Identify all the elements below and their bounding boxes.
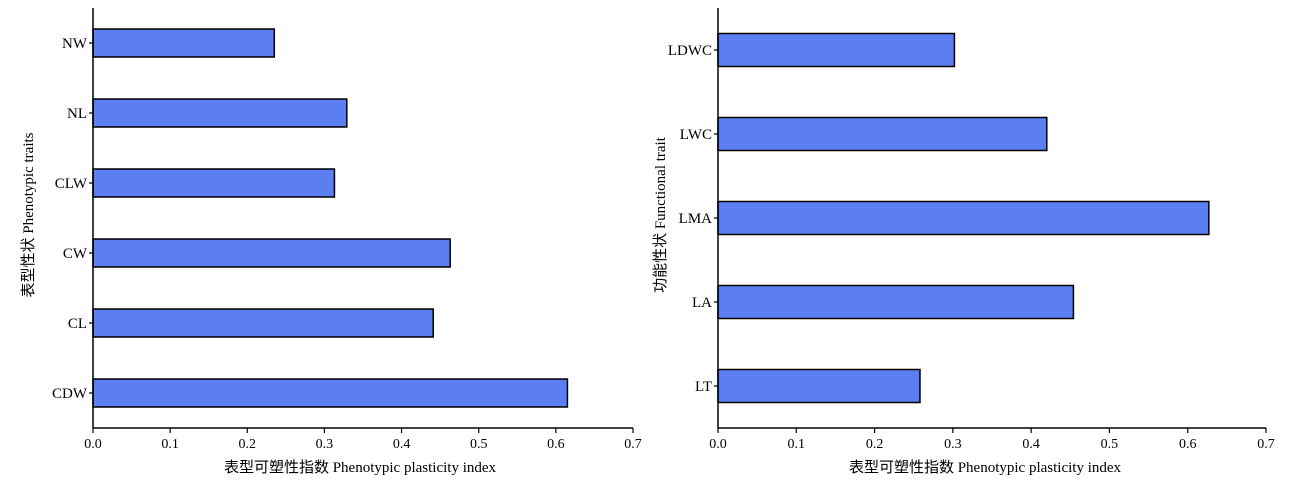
category-label-CL: CL xyxy=(68,316,87,332)
x-axis-title: 表型可塑性指数 Phenotypic plasticity index xyxy=(224,459,497,476)
x-tick-label: 0.2 xyxy=(866,437,884,452)
x-tick-label: 0.5 xyxy=(1101,437,1119,452)
category-label-LT: LT xyxy=(695,379,712,395)
category-label-LA: LA xyxy=(692,295,712,311)
chart-panel-2: LDWC LWC LMA LA LT 0.0 0.1 0.2 0.3 0.4 0.5 0.6 0.7 表型… xyxy=(652,8,1275,476)
x-tick-label: 0.7 xyxy=(624,437,642,452)
x-tick-label: 0.4 xyxy=(393,437,411,452)
bar-LMA xyxy=(717,200,1210,236)
category-label-NL: NL xyxy=(67,106,87,122)
bar-CL xyxy=(92,308,434,338)
x-tick-label: 0.0 xyxy=(84,437,102,452)
bar-CDW xyxy=(92,378,569,408)
y-axis-title: 功能性状 Functional trait xyxy=(652,136,669,293)
category-label-LWC: LWC xyxy=(680,127,712,143)
x-tick-label: 0.2 xyxy=(239,437,257,452)
y-axis-title: 表型性状 Phenotypic traits xyxy=(20,132,37,297)
x-tick-label: 0.6 xyxy=(1179,437,1197,452)
x-tick-label: 0.6 xyxy=(547,437,565,452)
x-tick-label: 0.4 xyxy=(1022,437,1040,452)
x-tick-label: 0.3 xyxy=(944,437,962,452)
category-label-LDWC: LDWC xyxy=(668,43,712,59)
x-tick-label: 0.3 xyxy=(316,437,334,452)
x-tick-label: 0.7 xyxy=(1257,437,1275,452)
x-tick-label: 0.5 xyxy=(470,437,488,452)
bar-LA xyxy=(717,284,1075,320)
bar-CW xyxy=(92,238,451,268)
category-label-CDW: CDW xyxy=(52,386,88,402)
category-label-CLW: CLW xyxy=(55,176,88,192)
x-axis-title: 表型可塑性指数 Phenotypic plasticity index xyxy=(849,459,1122,476)
bar-CLW xyxy=(92,168,336,198)
category-label-LMA: LMA xyxy=(679,211,713,227)
category-label-NW: NW xyxy=(62,36,88,52)
x-tick-label: 0.0 xyxy=(709,437,727,452)
chart-panel-1: NW NL CLW CW CL CDW 0.0 0.1 0.2 0.3 0.4 0.5 0.6 0.7 表型… xyxy=(20,8,642,476)
x-tick-label: 0.1 xyxy=(788,437,806,452)
bar-LDWC xyxy=(717,32,956,68)
x-tick-label: 0.1 xyxy=(161,437,179,452)
bar-LWC xyxy=(717,116,1048,152)
category-label-CW: CW xyxy=(63,246,88,262)
bar-NW xyxy=(92,28,276,58)
bar-NL xyxy=(92,98,348,128)
bar-LT xyxy=(717,368,921,404)
